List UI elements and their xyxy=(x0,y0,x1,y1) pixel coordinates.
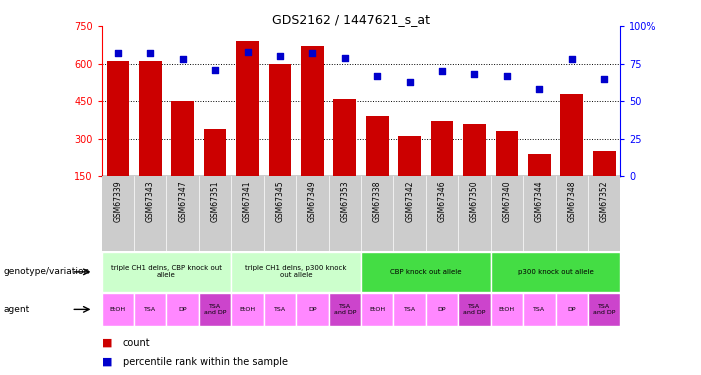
Text: p300 knock out allele: p300 knock out allele xyxy=(517,269,594,275)
Bar xyxy=(329,293,361,326)
Text: DP: DP xyxy=(438,307,447,312)
Text: DP: DP xyxy=(308,307,317,312)
Text: TSA: TSA xyxy=(274,307,286,312)
Text: GSM67353: GSM67353 xyxy=(340,180,349,222)
Text: GSM67345: GSM67345 xyxy=(275,180,285,222)
Text: GSM67340: GSM67340 xyxy=(503,180,512,222)
Text: GSM67342: GSM67342 xyxy=(405,180,414,222)
Point xyxy=(404,79,415,85)
Text: GSM67344: GSM67344 xyxy=(535,180,544,222)
Point xyxy=(307,50,318,56)
Text: count: count xyxy=(123,338,150,348)
Point xyxy=(372,73,383,79)
Text: GSM67341: GSM67341 xyxy=(243,180,252,222)
Bar xyxy=(491,293,523,326)
Text: triple CH1 delns, CBP knock out
allele: triple CH1 delns, CBP knock out allele xyxy=(111,266,222,278)
Point xyxy=(599,76,610,82)
Bar xyxy=(107,61,129,176)
Bar xyxy=(458,293,491,326)
Point xyxy=(274,53,285,59)
Text: TSA: TSA xyxy=(144,307,156,312)
Text: GSM67347: GSM67347 xyxy=(178,180,187,222)
Bar xyxy=(523,293,556,326)
Bar xyxy=(463,124,486,176)
Text: GSM67343: GSM67343 xyxy=(146,180,155,222)
Text: GSM67339: GSM67339 xyxy=(114,180,123,222)
Bar xyxy=(430,121,454,176)
Bar xyxy=(139,61,162,176)
Text: agent: agent xyxy=(4,305,29,314)
Text: GSM67346: GSM67346 xyxy=(437,180,447,222)
Text: TSA
and DP: TSA and DP xyxy=(334,304,356,315)
Text: CBP knock out allele: CBP knock out allele xyxy=(390,269,461,275)
Bar xyxy=(102,293,134,326)
Point xyxy=(144,50,156,56)
Text: percentile rank within the sample: percentile rank within the sample xyxy=(123,357,287,367)
Bar xyxy=(366,116,388,176)
Bar xyxy=(588,293,620,326)
Bar xyxy=(264,293,297,326)
Bar xyxy=(297,293,329,326)
Bar xyxy=(426,293,458,326)
Bar xyxy=(236,41,259,176)
Text: TSA
and DP: TSA and DP xyxy=(204,304,226,315)
Point xyxy=(533,86,545,92)
Bar xyxy=(334,99,356,176)
Text: TSA
and DP: TSA and DP xyxy=(593,304,615,315)
Bar xyxy=(560,94,583,176)
Point xyxy=(112,50,123,56)
Point xyxy=(339,55,350,61)
Bar xyxy=(301,46,324,176)
Text: EtOH: EtOH xyxy=(369,307,386,312)
Bar xyxy=(231,252,361,292)
Text: ■: ■ xyxy=(102,338,112,348)
Text: GSM67338: GSM67338 xyxy=(373,180,382,222)
Bar xyxy=(167,293,199,326)
Bar xyxy=(199,293,231,326)
Text: GSM67352: GSM67352 xyxy=(599,180,608,222)
Point xyxy=(177,56,189,62)
Bar xyxy=(528,154,551,176)
Text: GSM67349: GSM67349 xyxy=(308,180,317,222)
Text: TSA
and DP: TSA and DP xyxy=(463,304,486,315)
Bar xyxy=(361,293,393,326)
Point xyxy=(469,71,480,77)
Text: ■: ■ xyxy=(102,357,112,367)
Text: GDS2162 / 1447621_s_at: GDS2162 / 1447621_s_at xyxy=(271,13,430,26)
Bar xyxy=(593,151,615,176)
Bar xyxy=(496,131,518,176)
Bar xyxy=(134,293,167,326)
Bar xyxy=(491,252,620,292)
Text: genotype/variation: genotype/variation xyxy=(4,267,90,276)
Text: GSM67351: GSM67351 xyxy=(210,180,219,222)
Bar xyxy=(204,129,226,176)
Point xyxy=(437,68,448,74)
Text: GSM67350: GSM67350 xyxy=(470,180,479,222)
Point xyxy=(501,73,512,79)
Bar xyxy=(556,293,588,326)
Text: triple CH1 delns, p300 knock
out allele: triple CH1 delns, p300 knock out allele xyxy=(245,266,347,278)
Bar xyxy=(393,293,426,326)
Text: GSM67348: GSM67348 xyxy=(567,180,576,222)
Point xyxy=(242,49,253,55)
Point xyxy=(566,56,578,62)
Text: TSA: TSA xyxy=(404,307,416,312)
Bar xyxy=(268,64,292,176)
Bar xyxy=(398,136,421,176)
Text: DP: DP xyxy=(179,307,187,312)
Bar xyxy=(361,252,491,292)
Bar xyxy=(231,293,264,326)
Text: DP: DP xyxy=(568,307,576,312)
Text: EtOH: EtOH xyxy=(110,307,126,312)
Text: EtOH: EtOH xyxy=(499,307,515,312)
Bar xyxy=(102,252,231,292)
Text: TSA: TSA xyxy=(533,307,545,312)
Text: EtOH: EtOH xyxy=(240,307,256,312)
Point xyxy=(210,67,221,73)
Bar xyxy=(171,101,194,176)
